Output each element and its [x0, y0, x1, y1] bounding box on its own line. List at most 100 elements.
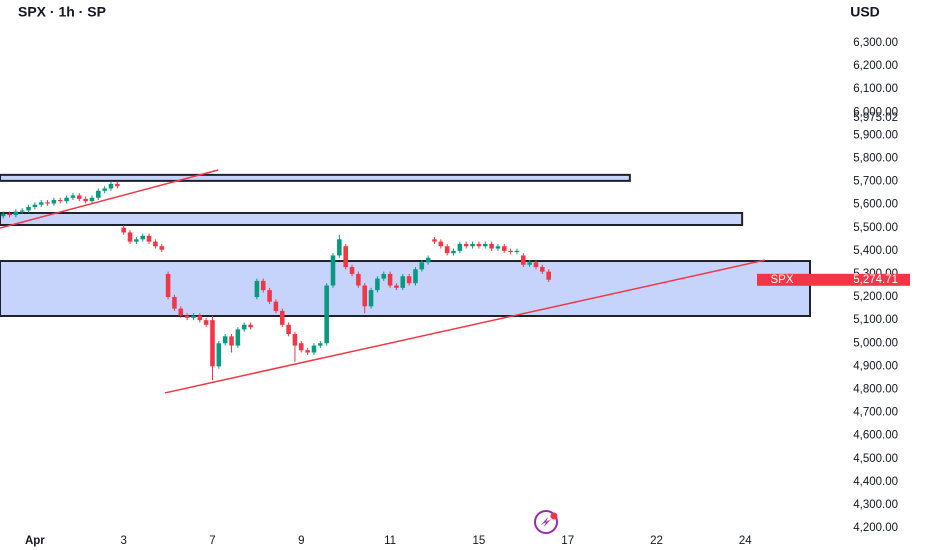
x-tick-label: 17 — [561, 535, 574, 547]
candle-body — [13, 211, 19, 216]
y-tick-label: 4,500.00 — [853, 453, 898, 465]
trendline — [164, 259, 766, 394]
candle-body — [241, 324, 247, 330]
candle-body — [26, 206, 31, 211]
candle-body — [375, 278, 380, 291]
candle-body — [482, 243, 488, 247]
candle-body — [540, 267, 545, 272]
y-tick-label: 5,900.00 — [853, 129, 898, 141]
price-marker-label: 5,975.02 — [853, 112, 898, 124]
candle-body — [7, 213, 12, 216]
zone — [0, 211, 744, 226]
candle-body — [425, 257, 431, 263]
candle-body — [235, 329, 241, 346]
x-tick-label: 24 — [739, 535, 752, 547]
candle-body — [229, 336, 234, 346]
last-price-tag — [757, 273, 910, 286]
candle-body — [527, 262, 532, 265]
y-tick-label: 5,200.00 — [853, 291, 898, 303]
zone — [0, 173, 631, 182]
x-tick-label: 22 — [650, 535, 663, 547]
candle-body — [368, 290, 374, 307]
candle-body — [38, 202, 44, 205]
x-tick-label: 3 — [120, 535, 126, 547]
last-price-label: 5,274.71 — [853, 274, 898, 286]
candle-body — [210, 320, 215, 367]
y-tick-label: 4,300.00 — [853, 499, 898, 511]
candle-body — [222, 336, 228, 344]
candle-body — [89, 197, 95, 202]
candle-body — [260, 280, 266, 291]
candle-body — [292, 334, 298, 346]
logo-dot — [550, 512, 558, 520]
y-tick-label: 4,200.00 — [853, 522, 898, 534]
candle-body — [248, 324, 253, 328]
currency-label: USD — [850, 4, 880, 20]
candle-body — [178, 308, 184, 316]
x-tick-label: 11 — [384, 535, 396, 547]
candle-body — [96, 190, 101, 198]
candle-body — [57, 200, 63, 202]
candle-body — [216, 343, 222, 367]
candle-body — [343, 246, 348, 268]
candle-body — [102, 188, 107, 191]
candle-body — [184, 315, 190, 318]
x-tick-label: 15 — [472, 535, 485, 547]
candle-body — [463, 243, 469, 247]
y-tick-label: 4,800.00 — [853, 383, 898, 395]
y-tick-label: 5,600.00 — [853, 199, 898, 211]
candle-body — [108, 183, 114, 189]
candle-body — [146, 235, 152, 242]
y-tick-label: 5,800.00 — [853, 152, 898, 164]
candle-body — [476, 243, 482, 247]
candle-body — [387, 273, 393, 286]
candle-body — [273, 301, 279, 311]
candle-body — [546, 271, 551, 280]
logo — [534, 510, 558, 534]
candle-body — [533, 262, 539, 268]
candle-body — [0, 213, 6, 217]
logo-bolt — [541, 517, 551, 527]
candle-body — [444, 246, 450, 254]
candle-body — [514, 250, 520, 253]
candle-body — [337, 239, 342, 256]
candle-body — [356, 273, 361, 286]
candle-body — [400, 276, 406, 288]
y-tick-label: 4,400.00 — [853, 476, 898, 488]
candle-body — [165, 273, 171, 298]
y-tick-label: 5,100.00 — [853, 314, 898, 326]
candle-body — [330, 255, 336, 286]
y-tick-label: 6,100.00 — [853, 83, 898, 95]
candle-body — [324, 285, 329, 344]
chart-title: SPX · 1h · SP — [18, 4, 106, 20]
candle-body — [438, 241, 444, 247]
candle-body — [349, 267, 355, 274]
candle-body — [140, 235, 146, 240]
y-tick-label: 6,300.00 — [853, 37, 898, 49]
candle-body — [362, 285, 368, 307]
y-tick-label: 5,500.00 — [853, 222, 898, 234]
candle-body — [406, 276, 412, 284]
y-tick-label: 5,700.00 — [853, 176, 898, 188]
y-tick-label: 4,900.00 — [853, 360, 898, 372]
candle-body — [70, 195, 76, 198]
candle-body — [451, 250, 456, 254]
candle-body — [470, 243, 475, 247]
x-tick-label: 7 — [209, 535, 215, 547]
candle-body — [191, 315, 196, 318]
y-tick-label: 4,700.00 — [853, 407, 898, 419]
candle-body — [457, 243, 463, 251]
candle-body — [318, 343, 323, 346]
candle-body — [172, 297, 177, 309]
candle-body — [254, 280, 260, 298]
y-tick-label: 5,000.00 — [853, 337, 898, 349]
candle-body — [305, 350, 310, 353]
candle-body — [501, 246, 507, 251]
candle-body — [83, 198, 88, 202]
candle-body — [77, 195, 82, 199]
candle-body — [45, 202, 50, 204]
candle-body — [197, 315, 203, 321]
y-tick-label: 5,400.00 — [853, 245, 898, 257]
x-tick-label: 9 — [298, 535, 304, 547]
